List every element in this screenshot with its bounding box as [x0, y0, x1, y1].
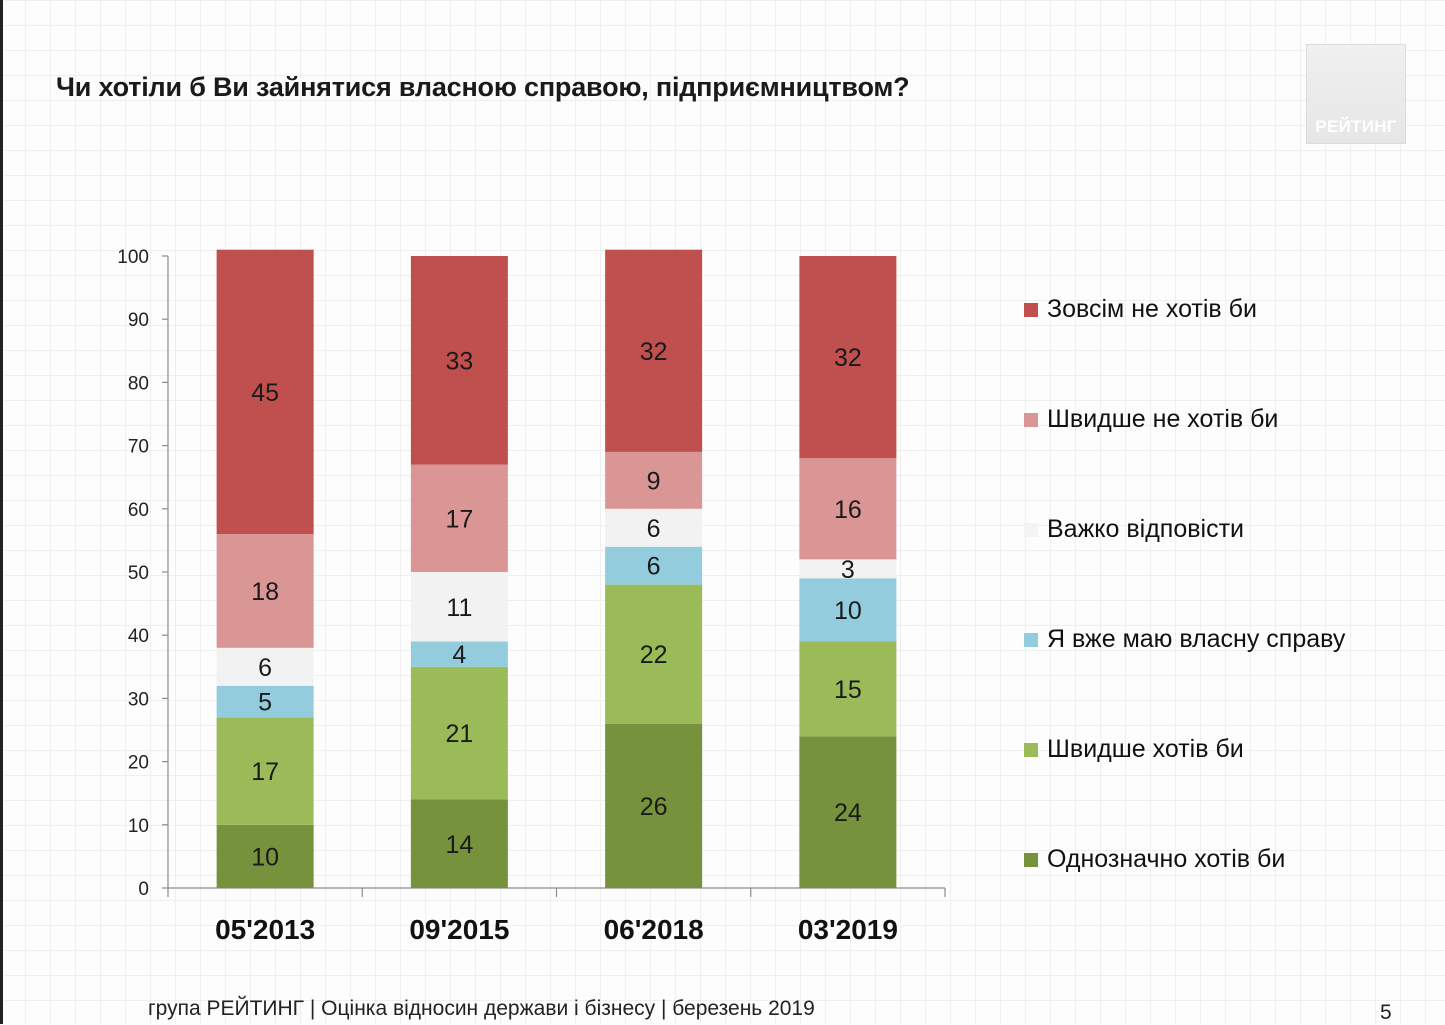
- y-tick-label: 80: [128, 373, 149, 394]
- bar-segment: [799, 736, 897, 888]
- legend-label: Зовсім не хотів би: [1047, 295, 1257, 323]
- data-label: 24: [834, 799, 862, 827]
- legend-label: Я вже маю власну справу: [1047, 625, 1346, 653]
- bar-segment: [799, 458, 897, 560]
- y-tick-label: 20: [128, 753, 149, 774]
- data-label: 3: [841, 556, 855, 584]
- bar-segment: [799, 559, 897, 579]
- y-tick-label: 60: [128, 500, 149, 521]
- data-label: 22: [640, 641, 668, 669]
- data-label: 21: [445, 720, 473, 748]
- x-category-label: 09'2015: [409, 914, 509, 945]
- data-label: 32: [834, 344, 862, 372]
- data-label: 45: [251, 379, 279, 407]
- data-label: 10: [834, 597, 862, 625]
- slide-left-edge: [0, 0, 3, 1024]
- bar-segment: [410, 799, 508, 888]
- legend-label: Важко відповісти: [1047, 515, 1244, 543]
- bar-segment: [605, 249, 703, 452]
- legend-item: Однозначно хотів би: [1024, 845, 1285, 874]
- bar-segment: [605, 546, 703, 585]
- y-tick-label: 10: [128, 816, 149, 837]
- legend-swatch: [1024, 522, 1038, 537]
- bar-segment: [605, 723, 703, 888]
- legend-item: Важко відповісти: [1024, 515, 1244, 544]
- logo-text: РЕЙТИНГ: [1315, 117, 1397, 136]
- data-label: 32: [640, 338, 668, 366]
- data-label: 4: [452, 641, 466, 669]
- data-label: 6: [647, 515, 661, 543]
- y-tick-label: 90: [128, 310, 149, 331]
- data-label: 14: [445, 831, 473, 859]
- bar-segment: [799, 578, 897, 642]
- bar-segment: [216, 534, 314, 648]
- bar-segment: [799, 256, 897, 459]
- data-label: 33: [445, 347, 473, 375]
- footer-text: група РЕЙТИНГ | Оцінка відносин держави …: [148, 997, 815, 1020]
- bar-segment: [605, 508, 703, 547]
- y-tick-label: 0: [138, 879, 149, 900]
- bar-segment: [216, 249, 314, 535]
- legend-label: Швидше не хотів би: [1047, 405, 1279, 433]
- x-category-label: 03'2019: [798, 914, 898, 945]
- legend-swatch: [1024, 632, 1038, 647]
- bar-segment: [216, 824, 314, 888]
- bar-segment: [410, 666, 508, 800]
- bar-segment: [410, 572, 508, 642]
- data-label: 5: [258, 689, 272, 717]
- legend-label: Швидше хотів би: [1047, 735, 1244, 763]
- y-tick-label: 70: [128, 437, 149, 458]
- bar-segment: [410, 464, 508, 572]
- data-label: 6: [647, 553, 661, 581]
- legend-swatch: [1024, 852, 1038, 867]
- bar-segment: [799, 641, 897, 737]
- legend-label: Однозначно хотів би: [1047, 845, 1286, 873]
- bar-segment: [216, 717, 314, 825]
- data-label: 9: [647, 467, 661, 495]
- x-category-label: 06'2018: [604, 914, 704, 945]
- data-label: 17: [445, 505, 473, 533]
- bar-segment: [216, 647, 314, 686]
- bar-segment: [410, 641, 508, 667]
- chart-title: Чи хотіли б Ви зайнятися власною справою…: [56, 72, 910, 102]
- bar-segment: [216, 685, 314, 718]
- y-tick-label: 30: [128, 689, 149, 710]
- legend-item: Швидше хотів би: [1024, 735, 1244, 764]
- page-number: 5: [1380, 1001, 1392, 1024]
- legend-swatch: [1024, 742, 1038, 757]
- y-tick-label: 40: [128, 626, 149, 647]
- y-tick-label: 100: [117, 247, 149, 268]
- legend-swatch: [1024, 302, 1038, 317]
- legend-item: Я вже маю власну справу: [1024, 625, 1345, 654]
- bar-segment: [410, 256, 508, 465]
- data-label: 6: [258, 654, 272, 682]
- data-label: 11: [446, 594, 472, 622]
- data-label: 26: [640, 793, 668, 821]
- data-label: 18: [251, 578, 279, 606]
- data-label: 17: [251, 758, 279, 786]
- rating-logo: РЕЙТИНГ: [1306, 44, 1406, 144]
- stacked-bar-chart: 0 10 20 30 40 50 60 70 80 90 100 10 17 5 6 18 45 05'2013 1…: [117, 247, 946, 945]
- y-tick-label: 50: [128, 563, 149, 584]
- chart-legend: Зовсім не хотів би Швидше не хотів би Важк…: [1024, 0, 1424, 1024]
- data-label: 15: [834, 676, 862, 704]
- data-label: 10: [251, 843, 279, 871]
- data-label: 16: [834, 496, 862, 524]
- legend-item: Зовсім не хотів би: [1024, 295, 1257, 324]
- x-category-label: 05'2013: [215, 914, 315, 945]
- bar-segment: [605, 584, 703, 724]
- legend-swatch: [1024, 412, 1038, 427]
- legend-item: Швидше не хотів би: [1024, 405, 1278, 434]
- bar-segment: [605, 451, 703, 509]
